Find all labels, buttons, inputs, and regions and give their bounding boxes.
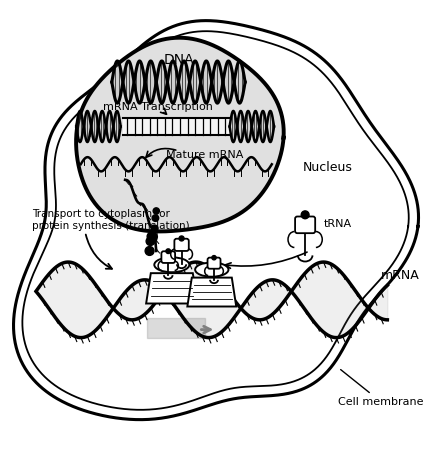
Circle shape xyxy=(148,233,156,241)
Text: Nucleus: Nucleus xyxy=(303,161,353,174)
Circle shape xyxy=(147,232,155,241)
FancyBboxPatch shape xyxy=(174,239,189,251)
Polygon shape xyxy=(187,278,236,307)
Polygon shape xyxy=(146,273,198,304)
Polygon shape xyxy=(76,38,284,231)
Text: tRNA: tRNA xyxy=(324,219,352,229)
Text: Cell membrane: Cell membrane xyxy=(339,370,424,407)
Text: mRNA Transcription: mRNA Transcription xyxy=(103,102,213,112)
Circle shape xyxy=(153,208,159,214)
Polygon shape xyxy=(123,118,229,135)
Circle shape xyxy=(179,236,184,241)
Circle shape xyxy=(152,215,159,222)
FancyBboxPatch shape xyxy=(161,251,175,263)
Text: Transport to cytoplasm for
protein synthesis (translation): Transport to cytoplasm for protein synth… xyxy=(32,209,190,231)
Circle shape xyxy=(150,233,157,240)
Circle shape xyxy=(151,225,158,232)
Circle shape xyxy=(145,246,154,255)
Circle shape xyxy=(212,255,216,260)
Text: DNA: DNA xyxy=(163,53,194,67)
Circle shape xyxy=(146,237,155,246)
FancyBboxPatch shape xyxy=(207,258,220,269)
Ellipse shape xyxy=(195,262,228,277)
Text: Mature mRNA: Mature mRNA xyxy=(167,150,244,160)
FancyBboxPatch shape xyxy=(295,217,315,233)
Circle shape xyxy=(149,235,157,243)
Ellipse shape xyxy=(154,257,190,272)
Circle shape xyxy=(301,211,309,219)
Circle shape xyxy=(166,249,171,254)
Polygon shape xyxy=(13,21,418,419)
Text: mRNA: mRNA xyxy=(381,269,419,282)
